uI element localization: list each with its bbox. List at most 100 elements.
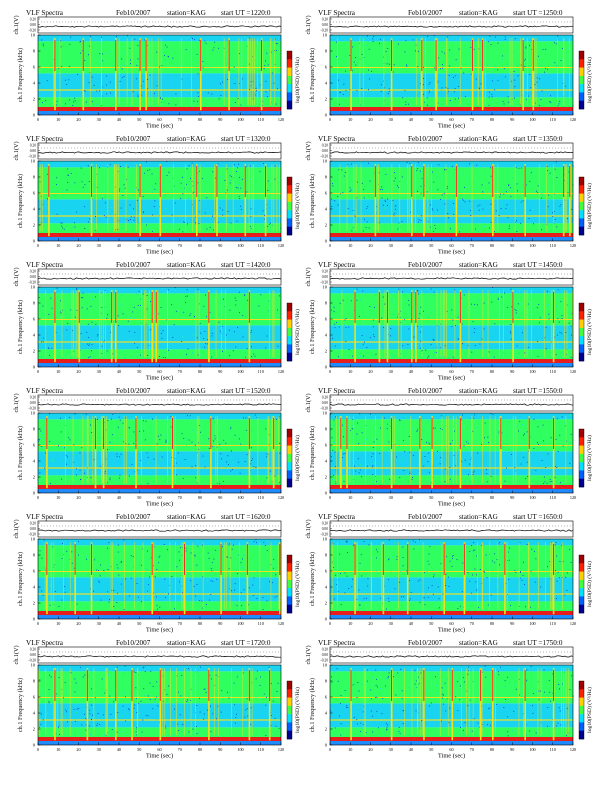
noise-speck bbox=[231, 457, 232, 458]
noise-speck bbox=[372, 38, 373, 39]
freq-tick-label: 8 bbox=[33, 553, 36, 558]
waveform-tick-label: 0.20 bbox=[30, 144, 36, 148]
noise-speck bbox=[207, 343, 208, 344]
noise-speck bbox=[418, 51, 419, 52]
noise-speck bbox=[120, 182, 121, 183]
noise-speck bbox=[555, 97, 556, 98]
noise-speck bbox=[507, 716, 508, 717]
noise-speck bbox=[420, 570, 421, 571]
freq-tick-label: 2 bbox=[33, 727, 35, 732]
noise-speck bbox=[510, 187, 511, 188]
band-upper-green bbox=[38, 419, 281, 451]
noise-speck bbox=[493, 349, 494, 350]
noise-speck bbox=[531, 571, 532, 572]
noise-speck bbox=[334, 598, 335, 599]
noise-speck bbox=[136, 698, 137, 699]
noise-speck bbox=[49, 100, 50, 101]
noise-speck bbox=[351, 586, 352, 587]
noise-speck bbox=[473, 542, 474, 543]
noise-speck bbox=[88, 337, 89, 338]
noise-speck bbox=[234, 67, 235, 68]
noise-speck bbox=[99, 702, 100, 703]
noise-speck bbox=[147, 170, 148, 171]
noise-speck bbox=[266, 91, 267, 92]
noise-speck bbox=[50, 585, 51, 586]
noise-speck bbox=[546, 339, 547, 340]
sferic-line bbox=[105, 290, 106, 357]
noise-speck bbox=[91, 705, 92, 706]
noise-speck bbox=[102, 164, 103, 165]
noise-speck bbox=[176, 93, 177, 94]
noise-speck bbox=[402, 547, 403, 548]
time-tick-label: 80 bbox=[198, 243, 202, 248]
noise-speck bbox=[499, 215, 500, 216]
noise-speck bbox=[66, 691, 67, 692]
colorbar-segment bbox=[579, 555, 584, 564]
noise-speck bbox=[89, 344, 90, 345]
noise-speck bbox=[409, 452, 410, 453]
band-mid-cyan bbox=[38, 73, 281, 97]
time-axis-label: Time (sec) bbox=[438, 627, 465, 634]
noise-speck bbox=[195, 465, 196, 466]
waveform-tick-label: 0.00 bbox=[30, 401, 36, 405]
noise-speck bbox=[51, 42, 52, 43]
noise-speck bbox=[143, 667, 144, 668]
noise-speck bbox=[74, 227, 75, 228]
waveform-tick-label: 0.00 bbox=[30, 275, 36, 279]
noise-speck bbox=[195, 596, 196, 597]
noise-speck bbox=[197, 584, 198, 585]
waveform-tick-label: 0.20 bbox=[30, 18, 36, 22]
noise-speck bbox=[409, 600, 410, 601]
noise-speck bbox=[409, 305, 410, 306]
noise-speck bbox=[277, 82, 278, 83]
noise-speck bbox=[221, 458, 222, 459]
noise-speck bbox=[278, 346, 279, 347]
noise-speck bbox=[159, 67, 160, 68]
noise-speck bbox=[384, 418, 385, 419]
waveform-frame bbox=[38, 269, 281, 285]
noise-speck bbox=[334, 324, 335, 325]
noise-speck bbox=[480, 215, 481, 216]
sferic-core bbox=[265, 166, 266, 197]
noise-speck bbox=[94, 459, 95, 460]
noise-speck bbox=[108, 566, 109, 567]
waveform-tick-label: 0.20 bbox=[30, 270, 36, 274]
noise-speck bbox=[188, 198, 189, 199]
noise-speck bbox=[199, 698, 200, 699]
noise-speck bbox=[134, 671, 135, 672]
noise-speck bbox=[350, 191, 351, 192]
freq-tick-label: 6 bbox=[325, 191, 328, 196]
noise-speck bbox=[362, 291, 363, 292]
colorbar-segment bbox=[287, 580, 292, 589]
noise-speck bbox=[416, 216, 417, 217]
noise-speck bbox=[234, 164, 235, 165]
noise-speck bbox=[561, 429, 562, 430]
noise-speck bbox=[433, 428, 434, 429]
panel-station: station=KAG bbox=[459, 135, 498, 143]
noise-speck bbox=[98, 334, 99, 335]
noise-speck bbox=[537, 307, 538, 308]
noise-speck bbox=[467, 674, 468, 675]
noise-speck bbox=[81, 724, 82, 725]
noise-speck bbox=[544, 94, 545, 95]
band-line-3khz bbox=[330, 215, 573, 216]
noise-speck bbox=[152, 428, 153, 429]
noise-speck bbox=[336, 42, 337, 43]
noise-speck bbox=[397, 573, 398, 574]
noise-speck bbox=[42, 673, 43, 674]
time-tick-label: 90 bbox=[218, 495, 222, 500]
panel-title: VLF Spectra bbox=[318, 513, 356, 521]
noise-speck bbox=[230, 310, 231, 311]
noise-speck bbox=[227, 190, 228, 191]
noise-speck bbox=[446, 556, 447, 557]
noise-speck bbox=[212, 216, 213, 217]
noise-speck bbox=[98, 581, 99, 582]
noise-speck bbox=[235, 209, 236, 210]
noise-speck bbox=[194, 39, 195, 40]
noise-speck bbox=[202, 601, 203, 602]
noise-speck bbox=[124, 53, 125, 54]
noise-speck bbox=[162, 457, 163, 458]
waveform-frame bbox=[330, 647, 573, 663]
noise-speck bbox=[367, 586, 368, 587]
noise-speck bbox=[125, 720, 126, 721]
